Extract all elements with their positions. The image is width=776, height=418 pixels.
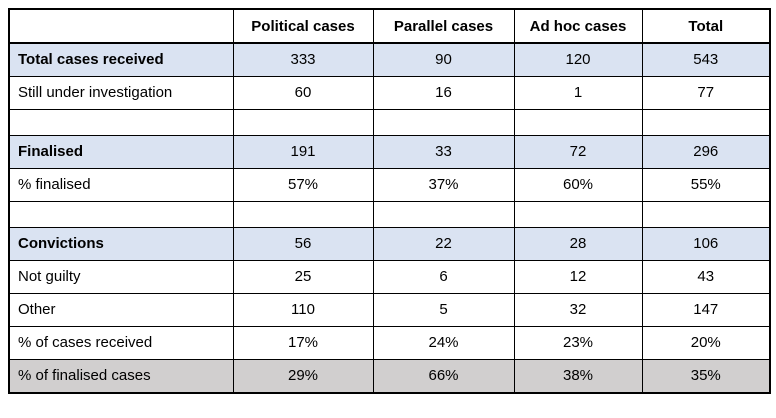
table-row-pct-finalised: % finalised 57% 37% 60% 55% [8,167,771,202]
empty-cell [232,108,374,136]
table-row-other: Other 110 5 32 147 [8,292,771,327]
cases-summary-table: Political cases Parallel cases Ad hoc ca… [8,8,771,394]
cell-value: 43 [641,259,771,294]
cell-value: 16 [372,75,515,110]
cases-summary-table-wrapper: Political cases Parallel cases Ad hoc ca… [8,8,771,394]
cell-value: 24% [372,325,515,360]
cell-value: 72 [513,134,643,169]
cell-value: 543 [641,42,771,77]
cell-value: 106 [641,226,771,261]
empty-cell [8,108,234,136]
column-header-parallel-cases: Parallel cases [372,8,515,44]
spacer-row [8,200,771,228]
row-label: Not guilty [8,259,234,294]
row-label: % of finalised cases [8,358,234,394]
cell-value: 66% [372,358,515,394]
row-label: Other [8,292,234,327]
table-row-total-cases-received: Total cases received 333 90 120 543 [8,42,771,77]
cell-value: 17% [232,325,374,360]
cell-value: 12 [513,259,643,294]
empty-cell [232,200,374,228]
cell-value: 77 [641,75,771,110]
empty-cell [372,200,515,228]
cell-value: 57% [232,167,374,202]
table-row-pct-of-cases-received: % of cases received 17% 24% 23% 20% [8,325,771,360]
header-row: Political cases Parallel cases Ad hoc ca… [8,8,771,44]
table-row-convictions: Convictions 56 22 28 106 [8,226,771,261]
table-row-finalised: Finalised 191 33 72 296 [8,134,771,169]
row-label: % finalised [8,167,234,202]
empty-cell [641,108,771,136]
empty-cell [641,200,771,228]
cell-value: 191 [232,134,374,169]
cell-value: 5 [372,292,515,327]
empty-cell [513,200,643,228]
cell-value: 6 [372,259,515,294]
row-label: Still under investigation [8,75,234,110]
cell-value: 25 [232,259,374,294]
cell-value: 37% [372,167,515,202]
cell-value: 29% [232,358,374,394]
cell-value: 20% [641,325,771,360]
cell-value: 1 [513,75,643,110]
cell-value: 38% [513,358,643,394]
cell-value: 56 [232,226,374,261]
column-header-blank [8,8,234,44]
row-label: Finalised [8,134,234,169]
cell-value: 33 [372,134,515,169]
cell-value: 147 [641,292,771,327]
cell-value: 296 [641,134,771,169]
empty-cell [372,108,515,136]
row-label: % of cases received [8,325,234,360]
cell-value: 28 [513,226,643,261]
column-header-political-cases: Political cases [232,8,374,44]
cell-value: 22 [372,226,515,261]
cell-value: 110 [232,292,374,327]
cell-value: 32 [513,292,643,327]
column-header-ad-hoc-cases: Ad hoc cases [513,8,643,44]
table-row-not-guilty: Not guilty 25 6 12 43 [8,259,771,294]
table-row-pct-of-finalised-cases: % of finalised cases 29% 66% 38% 35% [8,358,771,394]
empty-cell [513,108,643,136]
cell-value: 55% [641,167,771,202]
cell-value: 333 [232,42,374,77]
table-row-still-under-investigation: Still under investigation 60 16 1 77 [8,75,771,110]
cell-value: 60 [232,75,374,110]
cell-value: 35% [641,358,771,394]
cell-value: 60% [513,167,643,202]
empty-cell [8,200,234,228]
cell-value: 120 [513,42,643,77]
cell-value: 90 [372,42,515,77]
row-label: Total cases received [8,42,234,77]
column-header-total: Total [641,8,771,44]
row-label: Convictions [8,226,234,261]
cell-value: 23% [513,325,643,360]
spacer-row [8,108,771,136]
